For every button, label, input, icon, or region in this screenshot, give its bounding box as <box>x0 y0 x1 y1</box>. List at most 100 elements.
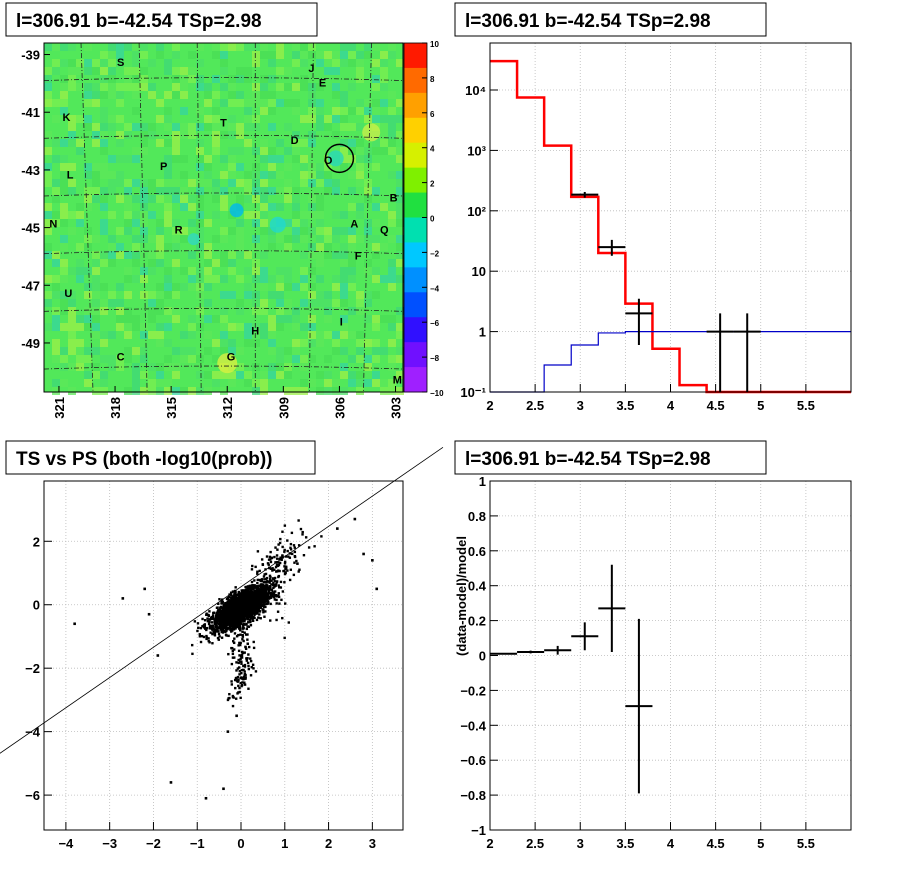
heatmap-cell <box>60 379 68 387</box>
heatmap-cell <box>268 51 276 59</box>
heatmap-cell <box>92 179 100 187</box>
heatmap-cell <box>132 251 140 259</box>
scatter-point <box>268 555 272 559</box>
heatmap-cell <box>364 315 372 323</box>
scatter-point <box>216 626 219 630</box>
scatter-point <box>246 598 249 601</box>
heatmap-cell <box>388 147 396 155</box>
heatmap-cell <box>276 275 284 283</box>
heatmap-cell <box>156 179 164 187</box>
heatmap-cell <box>252 339 260 347</box>
scatter-point <box>219 623 223 627</box>
scatter-point <box>248 610 251 613</box>
scatter-point <box>237 633 240 637</box>
heatmap-cell <box>140 235 148 243</box>
scatter-point <box>252 591 256 595</box>
heatmap-cell <box>204 259 212 267</box>
heatmap-cell <box>260 227 268 235</box>
scatter-point <box>267 558 271 561</box>
scatter-point <box>241 610 244 613</box>
heatmap-cell <box>276 291 284 299</box>
heatmap-cell <box>388 259 396 267</box>
x-tick-label: 321 <box>52 397 67 419</box>
scatter-point <box>193 620 197 623</box>
heatmap-cell <box>44 43 52 51</box>
scatter-point <box>267 563 270 566</box>
heatmap-cell <box>180 203 188 211</box>
scatter-point <box>281 545 284 549</box>
heatmap-cell <box>268 107 276 115</box>
heatmap-cell <box>84 83 92 91</box>
heatmap-cell <box>188 219 196 227</box>
colorbar-swatch <box>404 117 427 144</box>
colorbar-tick-label: 0 <box>430 215 435 224</box>
heatmap-cell <box>196 83 204 91</box>
x-tick-label: 2.5 <box>526 836 544 851</box>
heatmap-cell <box>212 195 220 203</box>
heatmap-cell <box>364 163 372 171</box>
heatmap-cell <box>68 139 76 147</box>
heatmap-cell <box>228 91 236 99</box>
heatmap-cell <box>156 227 164 235</box>
heatmap-cell <box>316 371 324 379</box>
heatmap-cell <box>92 59 100 67</box>
heatmap-cell <box>260 275 268 283</box>
heatmap-cell <box>340 243 348 251</box>
scatter-point <box>206 617 209 620</box>
grid-latitude-line <box>43 134 404 139</box>
scatter-point <box>221 607 225 610</box>
scatter-outlier <box>375 587 379 591</box>
scatter-point <box>227 601 230 604</box>
heatmap-cell <box>236 43 244 51</box>
scatter-point <box>264 593 267 597</box>
y-tick-label: 0 <box>33 598 40 613</box>
y-tick-label: -43 <box>21 163 40 178</box>
scatter-point <box>234 602 237 606</box>
scatter-point <box>213 621 216 624</box>
y-axis-label: (data-model)/model <box>454 536 469 656</box>
heatmap-cell <box>68 163 76 171</box>
heatmap-cell <box>236 243 244 251</box>
y-tick-label: 10⁻¹ <box>460 385 486 400</box>
scatter-point <box>209 616 213 619</box>
scatter-point <box>241 614 245 617</box>
heatmap-cell <box>268 163 276 171</box>
heatmap-cell <box>380 275 388 283</box>
scatter-point <box>246 661 250 665</box>
scatter-point <box>284 567 287 571</box>
heatmap-cell <box>196 275 204 283</box>
heatmap-cell <box>260 51 268 59</box>
heatmap-cell <box>44 91 52 99</box>
heatmap-cell <box>44 75 52 83</box>
heatmap-cell <box>236 179 244 187</box>
heatmap-cell <box>332 187 340 195</box>
heatmap-cell <box>92 187 100 195</box>
heatmap-cell <box>324 123 332 131</box>
y-tick-label: −0.2 <box>460 683 486 698</box>
heatmap-cell <box>332 379 340 387</box>
heatmap-cell <box>100 139 108 147</box>
heatmap-cell <box>180 187 188 195</box>
heatmap-cell <box>260 307 268 315</box>
scatter-point <box>219 626 222 629</box>
heatmap-cell <box>380 99 388 107</box>
heatmap-cell <box>332 179 340 187</box>
scatter-point <box>242 678 245 681</box>
heatmap-cell <box>140 75 148 83</box>
heatmap-cell <box>204 347 212 355</box>
heatmap-cell <box>348 235 356 243</box>
scatter-point <box>239 606 243 609</box>
heatmap-cell <box>292 203 300 211</box>
heatmap-cell <box>220 99 228 107</box>
scatter-point <box>237 666 241 669</box>
source-label: U <box>64 288 72 300</box>
heatmap-cell <box>364 187 372 195</box>
scatter-point <box>251 607 255 610</box>
heatmap-cell <box>348 331 356 339</box>
colorbar-swatch <box>404 342 427 368</box>
scatter-point <box>232 607 235 610</box>
heatmap-cell <box>148 59 156 67</box>
scatter-point <box>254 565 257 569</box>
scatter-point <box>232 614 236 617</box>
scatter-point <box>274 590 277 593</box>
